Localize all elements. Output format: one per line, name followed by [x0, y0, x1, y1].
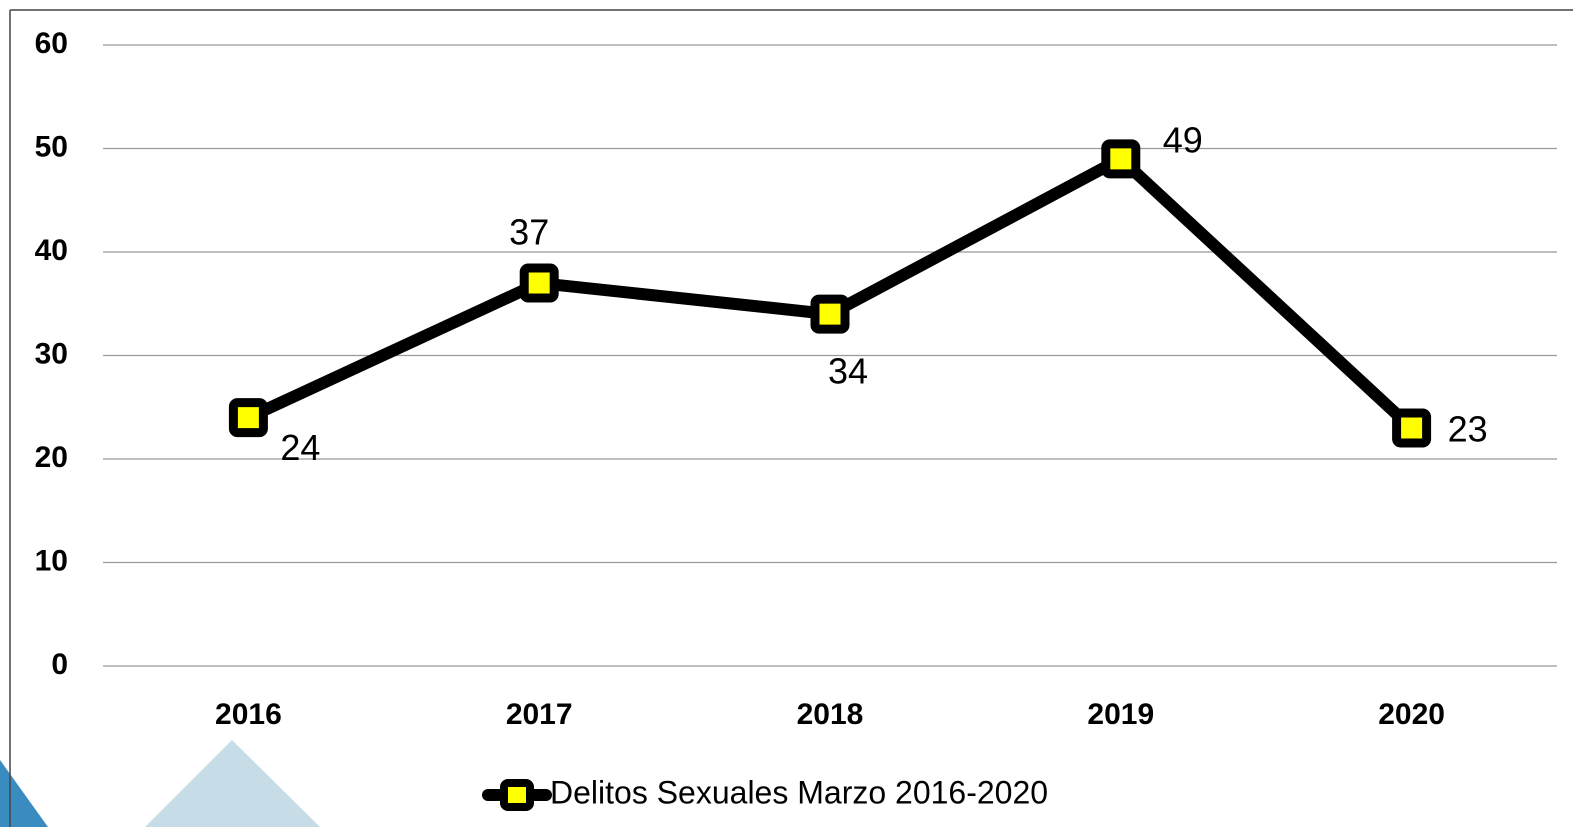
marker	[810, 294, 850, 334]
decoration	[145, 740, 320, 827]
marker	[519, 263, 559, 303]
y-tick-label: 20	[35, 441, 68, 474]
y-tick-label: 10	[35, 544, 68, 577]
marker	[1392, 408, 1432, 448]
x-tick-label: 2016	[215, 698, 282, 731]
data-label: 49	[1163, 119, 1203, 160]
y-tick-label: 50	[35, 130, 68, 163]
x-tick-label: 2017	[506, 698, 573, 731]
data-label: 37	[509, 212, 549, 253]
x-tick-label: 2018	[797, 698, 864, 731]
legend-label: Delitos Sexuales Marzo 2016-2020	[550, 774, 1048, 810]
marker	[1101, 139, 1141, 179]
y-tick-label: 40	[35, 234, 68, 267]
data-label: 23	[1448, 408, 1488, 449]
y-tick-label: 30	[35, 337, 68, 370]
legend-marker	[500, 779, 534, 811]
x-tick-label: 2019	[1087, 698, 1154, 731]
decoration	[0, 760, 48, 827]
data-label: 34	[828, 351, 868, 392]
x-tick-label: 2020	[1378, 698, 1445, 731]
data-label: 24	[280, 427, 320, 468]
y-tick-label: 0	[51, 648, 68, 681]
y-tick-label: 60	[35, 27, 68, 60]
marker	[228, 398, 268, 438]
